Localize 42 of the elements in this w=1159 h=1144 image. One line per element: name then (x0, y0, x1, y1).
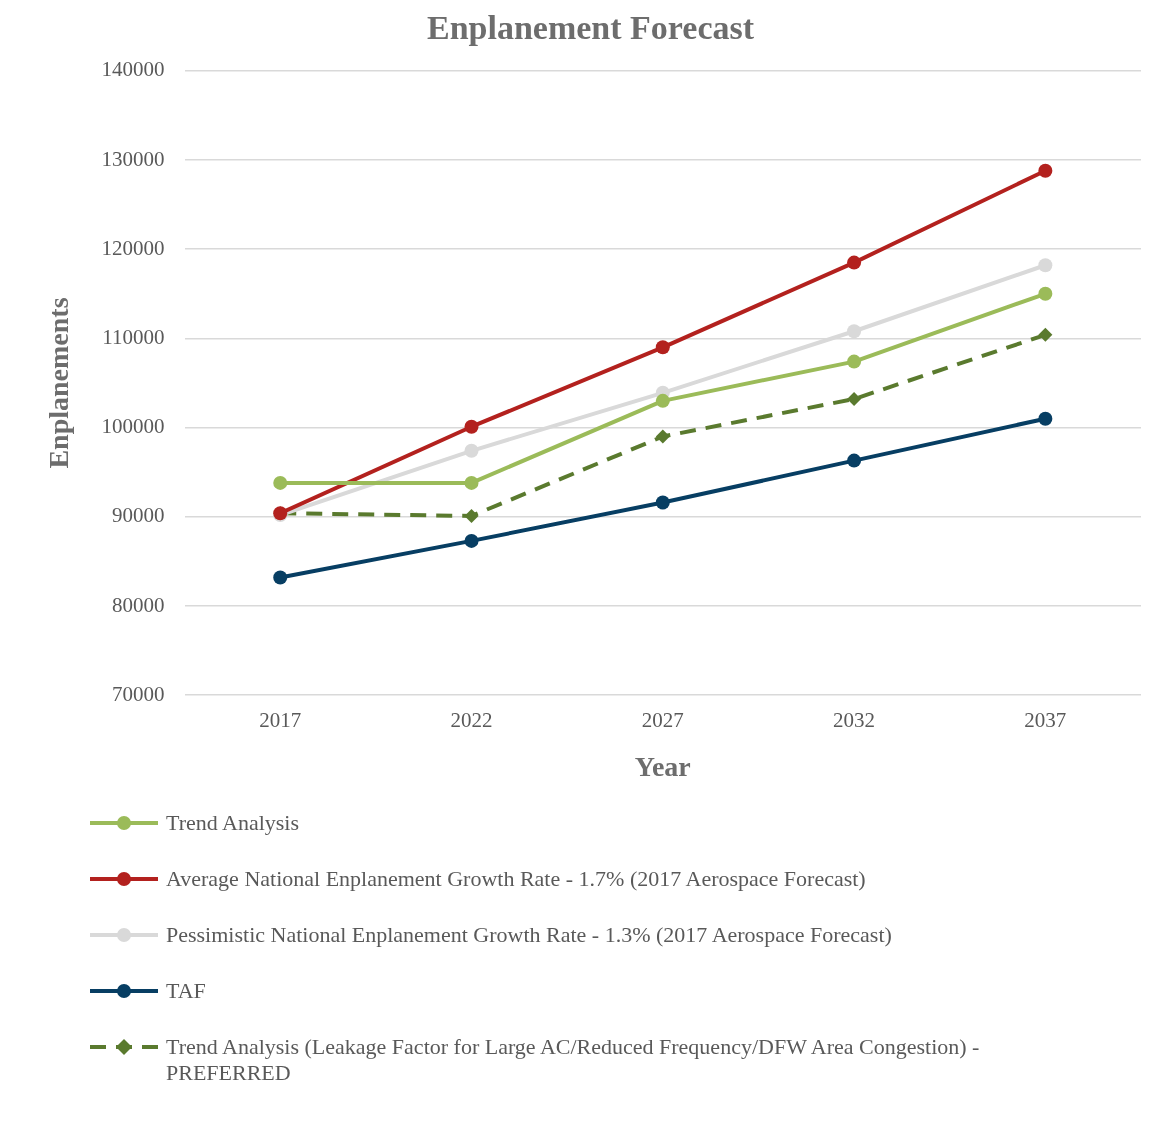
x-tick-label: 2022 (450, 708, 493, 733)
y-tick-label: 90000 (112, 503, 165, 528)
x-tick-label: 2027 (641, 708, 684, 733)
point (464, 419, 479, 434)
point (464, 508, 479, 523)
point (273, 570, 288, 585)
y-tick-label: 130000 (101, 146, 165, 171)
y-tick-label: 140000 (101, 57, 165, 82)
point (464, 443, 479, 458)
x-tick-label: 2017 (259, 708, 302, 733)
point (847, 255, 862, 270)
y-tick-label: 100000 (101, 414, 165, 439)
legend-label: Average National Enplanement Growth Rate - 1.7% (2017 Aerospace Forecast) (166, 866, 866, 892)
x-tick-label: 2032 (833, 708, 876, 733)
point (1038, 286, 1053, 301)
point (655, 393, 670, 408)
legend-label: TAF (166, 978, 206, 1004)
x-tick-label: 2037 (1024, 708, 1067, 733)
y-tick-label: 70000 (112, 681, 165, 706)
chart-title: Enplanement Forecast (426, 9, 755, 47)
point (464, 475, 479, 490)
point (847, 354, 862, 369)
point (655, 495, 670, 510)
point (1038, 258, 1053, 273)
y-tick-label: 120000 (101, 235, 165, 260)
x-axis-title: Year (634, 751, 691, 783)
point (1038, 163, 1053, 178)
point (655, 340, 670, 355)
y-tick-label: 80000 (112, 592, 165, 617)
legend-label: Pessimistic National Enplanement Growth Rate - 1.3% (2017 Aerospace Forecast) (166, 922, 892, 948)
y-axis-title: Enplanements (43, 297, 75, 469)
y-tick-label: 110000 (102, 324, 165, 349)
legend-label: Trend Analysis (166, 810, 300, 836)
point (273, 475, 288, 490)
point (847, 324, 862, 339)
point (847, 453, 862, 468)
point (1038, 327, 1053, 342)
point (655, 429, 670, 444)
point (464, 533, 479, 548)
legend-label: Trend Analysis (Leakage Factor for Large AC/Reduced Frequency/DFW Area Congestion) - PREFERRED (166, 1034, 981, 1086)
point (1038, 411, 1053, 426)
point (847, 392, 862, 407)
